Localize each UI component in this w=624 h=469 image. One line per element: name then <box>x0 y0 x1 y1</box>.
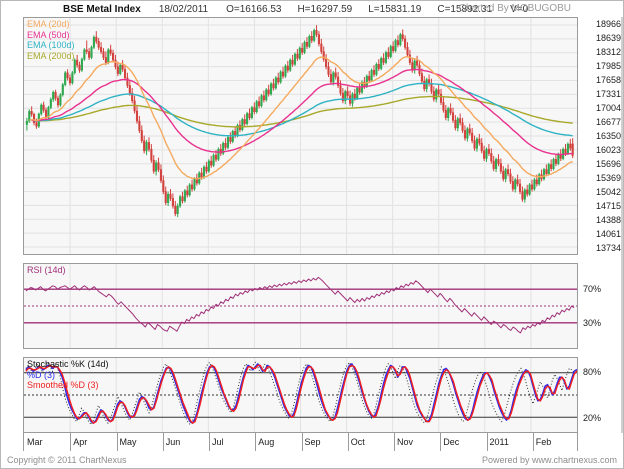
price-y-axis: 18966 18639 18312 17985 17658 17331 17004 16677… <box>580 17 623 255</box>
symbol-label: BSE Metal Index <box>63 3 141 15</box>
chart-right-edge <box>621 17 623 433</box>
price-tick-label: 14061 <box>595 228 621 239</box>
date-axis-label: Jun <box>165 437 181 447</box>
price-tick-label: 15696 <box>595 158 621 169</box>
date-axis-tick <box>209 433 210 451</box>
date-axis-tick <box>301 433 303 451</box>
rsi-tick-label: 70% <box>583 283 602 294</box>
powered-by-label: Powered by www.chartnexus.com <box>481 454 617 465</box>
footer: Copyright © 2011 ChartNexus Powered by w… <box>1 451 623 468</box>
price-tick-label: 17331 <box>595 89 621 99</box>
copyright-label: Copyright © 2011 ChartNexus <box>7 454 127 465</box>
date-axis-label: Feb <box>535 437 552 447</box>
date-axis-tick <box>486 433 488 451</box>
price-tick-label: 16677 <box>595 117 621 127</box>
date-axis-label: Mar <box>27 437 43 447</box>
stochastic-chart-panel[interactable]: Stochastic %K (14d) %D (3) Smoothed %D (3) <box>23 357 578 433</box>
stochastic-plot <box>24 358 577 432</box>
date-axis-tick <box>116 433 118 451</box>
quote-high: H=16297.59 <box>297 3 353 15</box>
price-tick-label: 18312 <box>595 47 621 57</box>
stochastic-tick-label: 20% <box>583 412 602 423</box>
date-axis-tick <box>162 433 164 451</box>
rsi-chart-panel[interactable]: RSI (14d) <box>23 263 578 349</box>
price-tick-label: 18966 <box>595 19 621 30</box>
date-axis-label: Dec <box>443 437 460 447</box>
date-axis-tick <box>255 433 257 451</box>
quote-open: O=16166.53 <box>226 3 282 15</box>
price-tick-label: 18639 <box>595 33 621 44</box>
stochastic-y-axis: 80% 20% <box>580 357 623 433</box>
quote-volume: V=0 <box>510 3 529 15</box>
price-tick-label: 17658 <box>595 75 621 85</box>
price-tick-label: 14715 <box>595 200 621 211</box>
quote-close: C=15892.31 <box>437 3 493 15</box>
price-tick-label: 13734 <box>595 242 621 253</box>
charted-by-label: Charted By MOBUGOBU <box>458 3 571 14</box>
price-chart-panel[interactable]: EMA (20d) EMA (50d) EMA (100d) EMA (200d) <box>23 17 578 255</box>
quote-date: 18/02/2011 <box>158 3 209 15</box>
date-axis-label: Oct <box>350 437 365 447</box>
rsi-y-axis: 70% 30% <box>580 263 623 349</box>
date-axis-label: Sep <box>304 437 321 447</box>
stochastic-tick-label: 80% <box>583 367 602 378</box>
price-tick-label: 17985 <box>595 61 621 71</box>
price-tick-label: 15042 <box>595 186 621 197</box>
date-axis-label: 2011 <box>489 437 509 447</box>
date-axis-tick <box>70 433 72 451</box>
date-axis-label: Apr <box>73 437 88 447</box>
date-axis-tick <box>347 433 349 451</box>
date-axis-label: Nov <box>397 437 414 447</box>
price-tick-label: 14388 <box>595 214 621 225</box>
price-tick-label: 16350 <box>595 131 621 141</box>
price-tick-label: 17004 <box>595 103 621 113</box>
quote-low: L=15831.19 <box>368 3 422 15</box>
date-axis-label: May <box>119 437 137 447</box>
date-axis-tick <box>440 433 442 451</box>
date-axis-tick <box>532 433 534 451</box>
quote-header: BSE Metal Index 18/02/2011 O=16166.53 H=… <box>1 1 623 17</box>
rsi-tick-label: 30% <box>583 318 602 329</box>
date-axis-tick <box>394 433 395 451</box>
date-axis-label: Aug <box>258 437 275 447</box>
price-tick-label: 15369 <box>595 172 621 183</box>
price-tick-label: 16023 <box>595 144 621 155</box>
price-plot <box>24 18 577 254</box>
rsi-plot <box>24 264 577 348</box>
date-axis-label: Jul <box>212 437 224 447</box>
date-axis: Mar Apr May Jun Jul Aug Sep Oct Nov Dec 2011 Feb <box>23 433 578 451</box>
